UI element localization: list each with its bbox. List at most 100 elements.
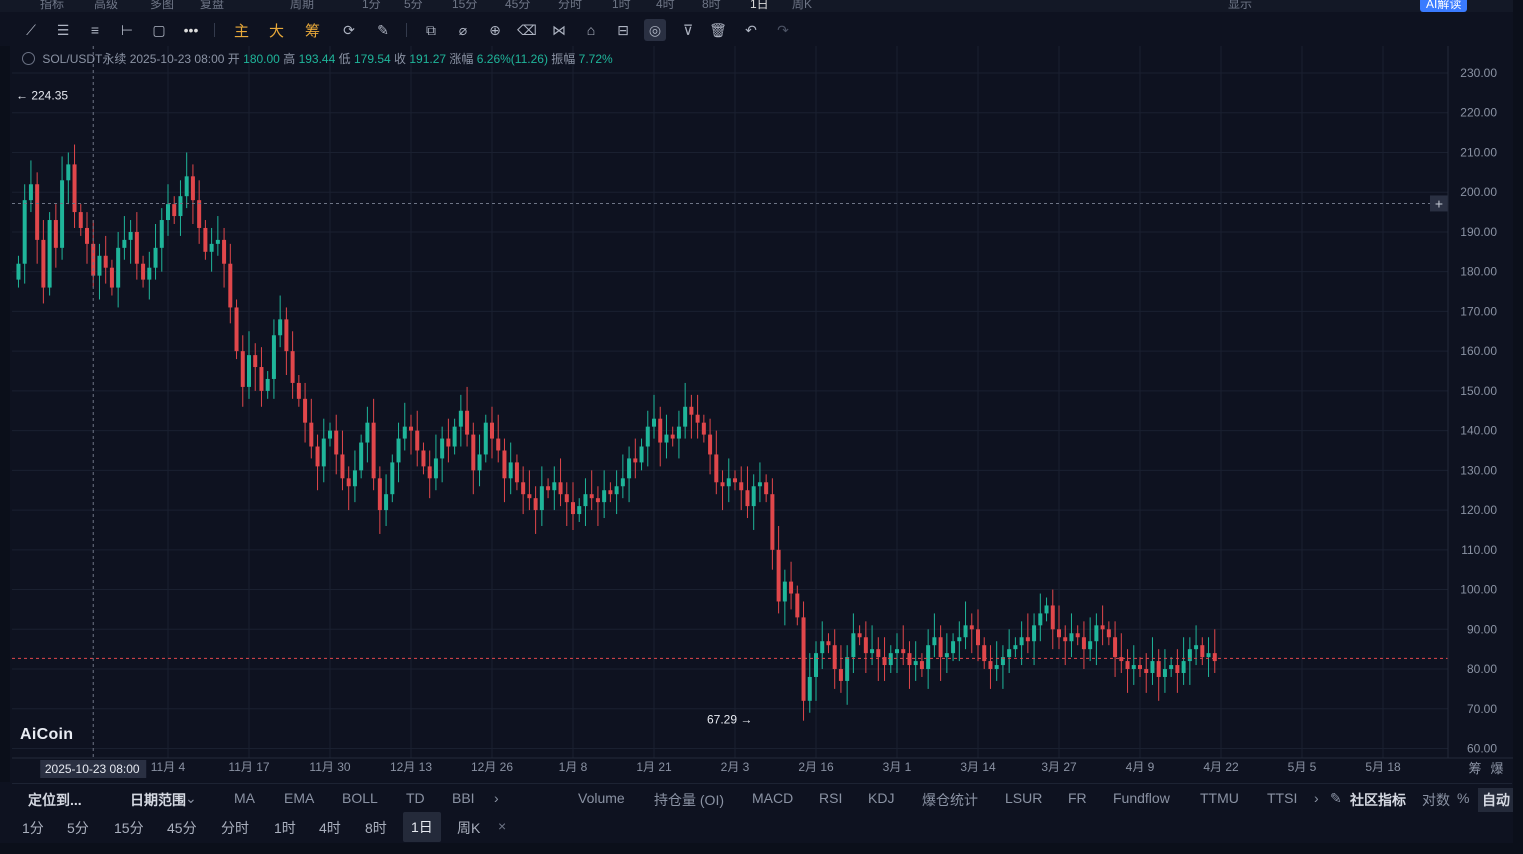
chevron-right-icon[interactable]: › bbox=[1314, 790, 1319, 806]
candle-body bbox=[1150, 661, 1155, 674]
top-1m[interactable]: 1分 bbox=[362, 0, 381, 11]
interval-1d[interactable]: 1日 bbox=[403, 812, 441, 842]
price-tick-label: 170.00 bbox=[1460, 304, 1497, 318]
hide-drawings-icon[interactable]: ◎ bbox=[644, 19, 666, 41]
interval-4h[interactable]: 4时 bbox=[319, 820, 341, 836]
auto-scale-toggle[interactable]: 自动 bbox=[1478, 788, 1514, 812]
candle-body bbox=[284, 319, 289, 352]
indicator-rsi[interactable]: RSI bbox=[819, 790, 843, 806]
indicator-liquidation[interactable]: 爆仓统计 bbox=[922, 792, 978, 808]
interval-1h[interactable]: 1时 bbox=[274, 820, 296, 836]
interval-1m[interactable]: 1分 bbox=[22, 820, 44, 836]
price-tick-label: 70.00 bbox=[1467, 702, 1497, 716]
trash-icon[interactable]: 🗑 bbox=[709, 21, 727, 38]
indicator-td[interactable]: TD bbox=[406, 790, 425, 806]
copy-icon[interactable]: ⧉ bbox=[426, 21, 436, 38]
interval-timeshare[interactable]: 分时 bbox=[221, 820, 249, 836]
interval-5m[interactable]: 5分 bbox=[67, 820, 89, 836]
more-tools-icon[interactable]: ••• bbox=[183, 22, 199, 38]
interval-45m[interactable]: 45分 bbox=[167, 820, 197, 836]
interval-weekly[interactable]: 周K bbox=[457, 820, 481, 836]
price-tick-label: 100.00 bbox=[1460, 583, 1497, 597]
top-period-tab[interactable]: 周期 bbox=[290, 0, 315, 11]
top-5m[interactable]: 5分 bbox=[404, 0, 423, 11]
top-4h[interactable]: 4时 bbox=[656, 0, 675, 11]
top-45m[interactable]: 45分 bbox=[505, 0, 531, 11]
parallel-lines-icon[interactable]: ☰ bbox=[56, 21, 70, 38]
indicator-kdj[interactable]: KDJ bbox=[868, 790, 895, 806]
chips-toggle[interactable]: 筹 bbox=[305, 23, 321, 40]
fib-icon[interactable]: ≡ bbox=[90, 22, 100, 38]
draw-brush-icon[interactable]: ✎ bbox=[377, 21, 389, 38]
indicator-macd[interactable]: MACD bbox=[752, 790, 794, 806]
candle-body bbox=[265, 378, 270, 391]
trendline-icon[interactable]: ⟋ bbox=[26, 21, 36, 38]
interval-15m[interactable]: 15分 bbox=[114, 820, 144, 836]
top-1d[interactable]: 1日 bbox=[750, 0, 769, 11]
chevron-down-icon[interactable]: ⌄ bbox=[185, 790, 197, 806]
ruler-icon[interactable]: ⌀ bbox=[458, 21, 468, 38]
top-display[interactable]: 显示 bbox=[1228, 0, 1253, 11]
filter-icon[interactable]: ⊽ bbox=[682, 21, 694, 38]
candle-body bbox=[433, 458, 438, 479]
redo-icon[interactable]: ↷ bbox=[777, 21, 789, 38]
locate-to-button[interactable]: 定位到... bbox=[28, 792, 82, 808]
interval-8h[interactable]: 8时 bbox=[365, 820, 387, 836]
pattern-icon[interactable]: ⋈ bbox=[552, 21, 566, 38]
date-range-button[interactable]: 日期范围 bbox=[130, 792, 186, 808]
top-8h[interactable]: 8时 bbox=[702, 0, 721, 11]
candle-body bbox=[739, 482, 744, 491]
candle-body bbox=[963, 625, 968, 638]
edit-icon[interactable]: ✎ bbox=[1330, 790, 1342, 806]
eye-icon[interactable] bbox=[22, 52, 35, 65]
candle-body bbox=[1144, 669, 1149, 674]
indicator-bbi[interactable]: BBI bbox=[452, 790, 475, 806]
percent-scale-toggle[interactable]: % bbox=[1457, 790, 1470, 806]
top-indicator-tab[interactable]: 指标 bbox=[40, 0, 65, 11]
indicator-ema[interactable]: EMA bbox=[284, 790, 315, 806]
chevron-right-icon[interactable]: › bbox=[494, 790, 499, 806]
main-chart-toggle[interactable]: 主 bbox=[234, 23, 250, 40]
sync-icon[interactable]: ⟳ bbox=[343, 21, 355, 38]
low-label: 低 bbox=[338, 52, 351, 66]
candle-body bbox=[1119, 657, 1124, 662]
indicator-volume[interactable]: Volume bbox=[578, 790, 625, 806]
candle-body bbox=[876, 649, 881, 658]
close-icon[interactable]: × bbox=[498, 818, 507, 834]
candle-body bbox=[1075, 633, 1080, 638]
indicator-ttsi[interactable]: TTSI bbox=[1267, 790, 1298, 806]
indicator-fundflow[interactable]: Fundflow bbox=[1113, 790, 1170, 806]
top-replay-tab[interactable]: 复盘 bbox=[200, 0, 225, 11]
eraser-icon[interactable]: ⌫ bbox=[517, 21, 537, 38]
candle-body bbox=[97, 255, 102, 276]
top-weekly[interactable]: 周K bbox=[792, 0, 813, 11]
template-icon[interactable]: ⊟ bbox=[617, 21, 629, 38]
indicator-lsur[interactable]: LSUR bbox=[1005, 790, 1043, 806]
lock-icon[interactable]: ⌂ bbox=[586, 22, 596, 38]
candle-body bbox=[733, 478, 737, 483]
magnet-icon[interactable]: ⊕ bbox=[489, 21, 501, 38]
price-tick-label: 80.00 bbox=[1467, 662, 1497, 676]
top-15m[interactable]: 15分 bbox=[452, 0, 478, 11]
top-1h[interactable]: 1时 bbox=[612, 0, 631, 11]
indicator-ma[interactable]: MA bbox=[234, 790, 255, 806]
log-scale-toggle[interactable]: 对数 bbox=[1422, 792, 1450, 808]
candle-body bbox=[826, 641, 831, 646]
top-ai-button[interactable]: AI解读 bbox=[1420, 0, 1468, 12]
community-indicators[interactable]: 社区指标 bbox=[1350, 792, 1406, 808]
top-advanced-tab[interactable]: 高级 bbox=[94, 0, 119, 11]
indicator-ttmu[interactable]: TTMU bbox=[1200, 790, 1239, 806]
indicator-boll[interactable]: BOLL bbox=[342, 790, 378, 806]
undo-icon[interactable]: ↶ bbox=[745, 21, 757, 38]
candle-body bbox=[1069, 633, 1074, 642]
indicator-oi[interactable]: 持仓量 (OI) bbox=[654, 792, 724, 808]
horizontal-line-icon[interactable]: ⊢ bbox=[120, 21, 134, 38]
candlestick-chart[interactable]: 82.67+197.172025-10-23 08:00← 224.3567.2… bbox=[0, 46, 1513, 782]
rectangle-icon[interactable]: ▢ bbox=[152, 21, 166, 38]
top-multichart-tab[interactable]: 多图 bbox=[150, 0, 175, 11]
indicator-fr[interactable]: FR bbox=[1068, 790, 1087, 806]
whale-toggle[interactable]: 大 bbox=[269, 23, 285, 40]
top-timeshare[interactable]: 分时 bbox=[558, 0, 583, 11]
time-axis: 11月 4 11月 17 11月 30 12月 13 12月 26 1月 8 1月 21 2月… bbox=[12, 757, 1513, 776]
time-tick-label: 3月 14 bbox=[960, 760, 996, 774]
